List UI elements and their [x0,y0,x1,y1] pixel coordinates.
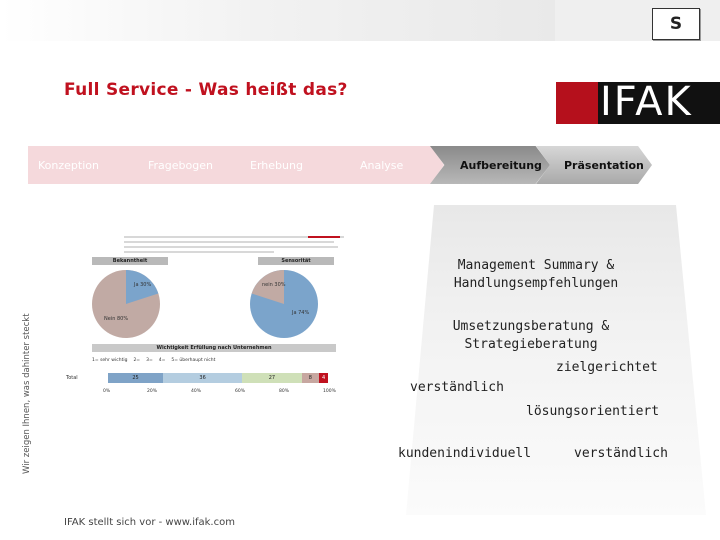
step-label: Aufbereitung [460,158,542,172]
logo-black-block [598,82,720,124]
pie-chart-2: nein 30% Ja 74% [250,270,318,338]
step-analyse: Analyse [332,146,444,184]
pie1-slice-yes [126,270,159,304]
axis-tick: 40% [191,389,202,394]
step-label: Konzeption [38,158,99,172]
word-verstaendlich-1: verständlich [410,380,504,395]
slide-badge: S [652,8,700,40]
text-line [124,236,344,238]
step-label: Fragebogen [148,158,213,172]
footer-text: IFAK stellt sich vor - www.ifak.com [64,517,235,528]
report-preview: Bekanntheit Sensorität Ja 30% Nein 80% n… [62,232,348,407]
step-label: Analyse [360,158,404,172]
step-label: Präsentation [564,158,644,172]
bar-segment: 36 [163,373,243,383]
word-verstaendlich-2: verständlich [574,446,668,461]
pie2-label-no: nein 30% [262,282,286,288]
step-praesentation: Präsentation [536,146,652,184]
text-line [124,246,338,248]
axis-tick: 20% [147,389,158,394]
page-title: Full Service - Was heißt das? [64,80,348,100]
red-accent [308,236,340,238]
word-loesungsorientiert: lösungsorientiert [526,404,660,419]
step-aufbereitung: Aufbereitung [430,146,550,184]
legend-item: 3= [146,358,153,363]
bar-segment: 27 [242,373,302,383]
pie2-label-yes: Ja 74% [291,310,309,316]
management-summary-text: Management Summary & Handlungsempfehlung… [453,258,619,291]
text-line [124,251,274,253]
deliverables-panel [406,205,706,515]
bar-chart-title: Wichtigkeit Erfüllung nach Unternehmen [92,344,336,352]
legend-item: 5= überhaupt nicht [171,358,216,363]
step-label: Erhebung [250,158,303,172]
step-erhebung: Erhebung [234,146,350,184]
axis-tick: 60% [235,389,246,394]
bar-segment: 8 [301,373,320,383]
consulting-text: Umsetzungsberatung & Strategieberatung [452,319,610,352]
legend-item: 2= [133,358,141,363]
axis-tick: 80% [279,389,290,394]
side-text: Wir zeigen Ihnen, was dahinter steckt [22,313,32,474]
header-sensoritaet: Sensorität [258,257,334,265]
logo-red-block [556,82,598,124]
word-zielgerichtet: zielgerichtet [556,360,658,375]
bar-segment: 4 [319,373,328,383]
pie1-label-yes: Ja 30% [133,282,151,288]
legend-item: 1= sehr wichtig [92,358,128,363]
axis-tick: 100% [323,389,336,394]
pie1-label-no: Nein 80% [104,316,128,322]
ifak-logo: IFAK [556,79,720,125]
axis-tick: 0% [103,389,111,394]
bar-row-label: Total [66,375,78,381]
text-line [124,241,334,243]
step-konzeption: Konzeption [28,146,146,184]
step-fragebogen: Fragebogen [128,146,252,184]
logo-text: IFAK [600,79,693,125]
pie-chart-1: Ja 30% Nein 80% [92,270,160,338]
bar-legend: 1= sehr wichtig 2= 3= 4= 5= überhaupt ni… [92,356,336,365]
bar-segment: 25 [108,373,163,383]
pie2-slice-no [251,270,284,304]
header-bekanntheit: Bekanntheit [92,257,168,265]
legend-item: 4= [158,358,166,363]
word-kundenindividuell: kundenindividuell [398,446,532,461]
